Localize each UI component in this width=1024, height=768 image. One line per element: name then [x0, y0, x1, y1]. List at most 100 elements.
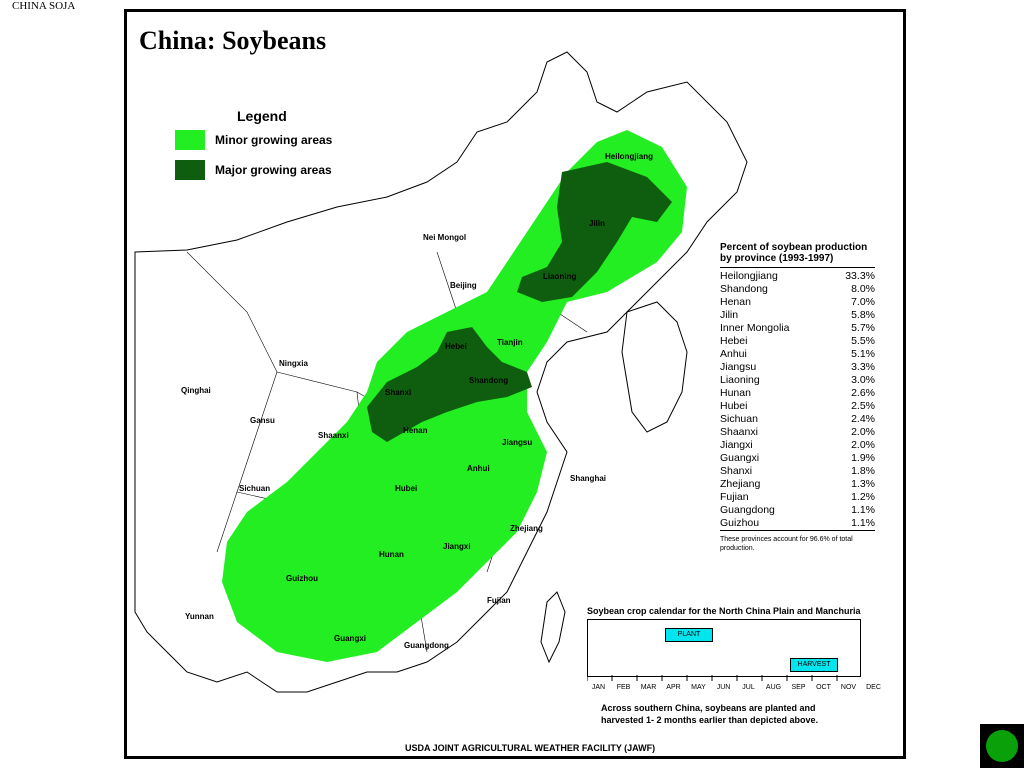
stats-province: Jilin — [720, 309, 739, 321]
label-sichuan: Sichuan — [239, 484, 271, 493]
label-nei-mongol: Nei Mongol — [423, 233, 467, 242]
stats-province: Hubei — [720, 400, 748, 412]
calendar-note-line1: Across southern China, soybeans are plan… — [601, 703, 816, 713]
label-yunnan: Yunnan — [185, 612, 214, 621]
stats-row: Guizhou 1.1% — [720, 517, 875, 531]
stats-province: Hunan — [720, 387, 751, 399]
stats-row: Shanxi 1.8% — [720, 465, 875, 478]
green-circle-icon — [986, 730, 1018, 762]
major-swatch — [175, 160, 205, 180]
label-jiangsu: Jiangsu — [502, 438, 533, 447]
calendar-axis — [587, 675, 838, 681]
taiwan-landmass — [540, 591, 566, 664]
label-guangxi: Guangxi — [334, 634, 367, 643]
map-frame: China: Soybeans Legend Minor growing are… — [124, 9, 906, 759]
stats-percent: 1.9% — [851, 452, 875, 464]
calendar-month-label: OCT — [816, 684, 831, 691]
stats-province: Anhui — [720, 348, 747, 360]
label-henan: Henan — [403, 426, 428, 435]
label-ningxia: Ningxia — [279, 359, 308, 368]
stats-province: Guangdong — [720, 504, 775, 516]
calendar-month-label: DEC — [866, 684, 881, 691]
label-gansu: Gansu — [250, 416, 275, 425]
stats-province: Heilongjiang — [720, 270, 778, 282]
stats-percent: 5.1% — [851, 348, 875, 360]
label-beijing: Beijing — [450, 281, 477, 290]
stats-percent: 1.3% — [851, 478, 875, 490]
stats-province: Inner Mongolia — [720, 322, 790, 334]
stats-province: Shandong — [720, 283, 768, 295]
stats-row: Zhejiang 1.3% — [720, 478, 875, 491]
stats-row: Guangdong 1.1% — [720, 504, 875, 517]
calendar-month-label: NOV — [840, 684, 857, 691]
label-jilin: Jilin — [589, 219, 606, 228]
stats-percent: 3.3% — [851, 361, 875, 373]
korea-landmass — [621, 301, 688, 433]
stats-province: Hebei — [720, 335, 748, 347]
calendar-note: Across southern China, soybeans are plan… — [601, 702, 818, 726]
stats-percent: 1.1% — [851, 517, 875, 529]
stats-row: Sichuan 2.4% — [720, 413, 875, 426]
stats-note: These provinces account for 96.6% of tot… — [720, 536, 853, 552]
slide-title: CHINA SOJA — [12, 0, 76, 12]
stats-province: Fujian — [720, 491, 749, 503]
stats-row: Shaanxi 2.0% — [720, 426, 875, 439]
stats-title: Percent of soybean production by provinc… — [720, 242, 875, 268]
stats-row: Heilongjiang 33.3% — [720, 270, 875, 283]
stats-row: Shandong 8.0% — [720, 283, 875, 296]
stats-percent: 2.0% — [851, 426, 875, 438]
calendar-month-label: FEB — [616, 684, 631, 691]
stats-percent: 2.4% — [851, 413, 875, 425]
stats-percent: 2.5% — [851, 400, 875, 412]
label-hunan: Hunan — [379, 550, 404, 559]
legend-minor: Minor growing areas — [175, 130, 332, 150]
map-title: China: Soybeans — [139, 26, 327, 55]
label-shanxi: Shanxi — [385, 388, 412, 397]
calendar-month-label: AUG — [765, 684, 782, 691]
label-shaanxi: Shaanxi — [318, 431, 349, 440]
calendar-title: Soybean crop calendar for the North Chin… — [587, 606, 861, 616]
next-slide-button[interactable] — [980, 724, 1024, 768]
calendar-month-label: APR — [666, 684, 681, 691]
label-guizhou: Guizhou — [286, 574, 318, 583]
stats-row: Jiangsu 3.3% — [720, 361, 875, 374]
stats-percent: 2.6% — [851, 387, 875, 399]
minor-label: Minor growing areas — [215, 133, 333, 147]
stats-province: Zhejiang — [720, 478, 761, 490]
minor-swatch — [175, 130, 205, 150]
stats-province: Guangxi — [720, 452, 760, 464]
calendar-month-label: JAN — [591, 684, 606, 691]
plant-bar: PLANT — [665, 628, 713, 642]
stats-percent: 3.0% — [851, 374, 875, 386]
label-hebei: Hebei — [445, 342, 467, 351]
stats-row: Fujian 1.2% — [720, 491, 875, 504]
harvest-bar: HARVEST — [790, 658, 838, 672]
major-growing-area-north-plain — [367, 327, 532, 442]
stats-row: Jilin 5.8% — [720, 309, 875, 322]
stats-row: Henan 7.0% — [720, 296, 875, 309]
stats-row: Anhui 5.1% — [720, 348, 875, 361]
stats-row: Guangxi 1.9% — [720, 452, 875, 465]
china-map — [134, 51, 748, 693]
calendar-month-label: MAR — [640, 684, 657, 691]
label-heilongjiang: Heilongjiang — [605, 152, 653, 161]
stats-percent: 1.1% — [851, 504, 875, 516]
stats-percent: 1.8% — [851, 465, 875, 477]
label-anhui: Anhui — [467, 464, 490, 473]
calendar-month-label: JUN — [716, 684, 731, 691]
stats-row: Hebei 5.5% — [720, 335, 875, 348]
stats-row: Hunan 2.6% — [720, 387, 875, 400]
calendar-month-label: SEP — [791, 684, 806, 691]
label-jiangxi: Jiangxi — [443, 542, 471, 551]
stats-percent: 8.0% — [851, 283, 875, 295]
label-guangdong: Guangdong — [404, 641, 449, 650]
stats-row: Liaoning 3.0% — [720, 374, 875, 387]
label-fujian: Fujian — [487, 596, 511, 605]
stats-percent: 1.2% — [851, 491, 875, 503]
label-qinghai: Qinghai — [181, 386, 211, 395]
stats-percent: 33.3% — [845, 270, 875, 282]
stats-province: Henan — [720, 296, 751, 308]
label-shandong: Shandong — [469, 376, 509, 385]
major-label: Major growing areas — [215, 163, 332, 177]
label-liaoning: Liaoning — [543, 272, 577, 281]
